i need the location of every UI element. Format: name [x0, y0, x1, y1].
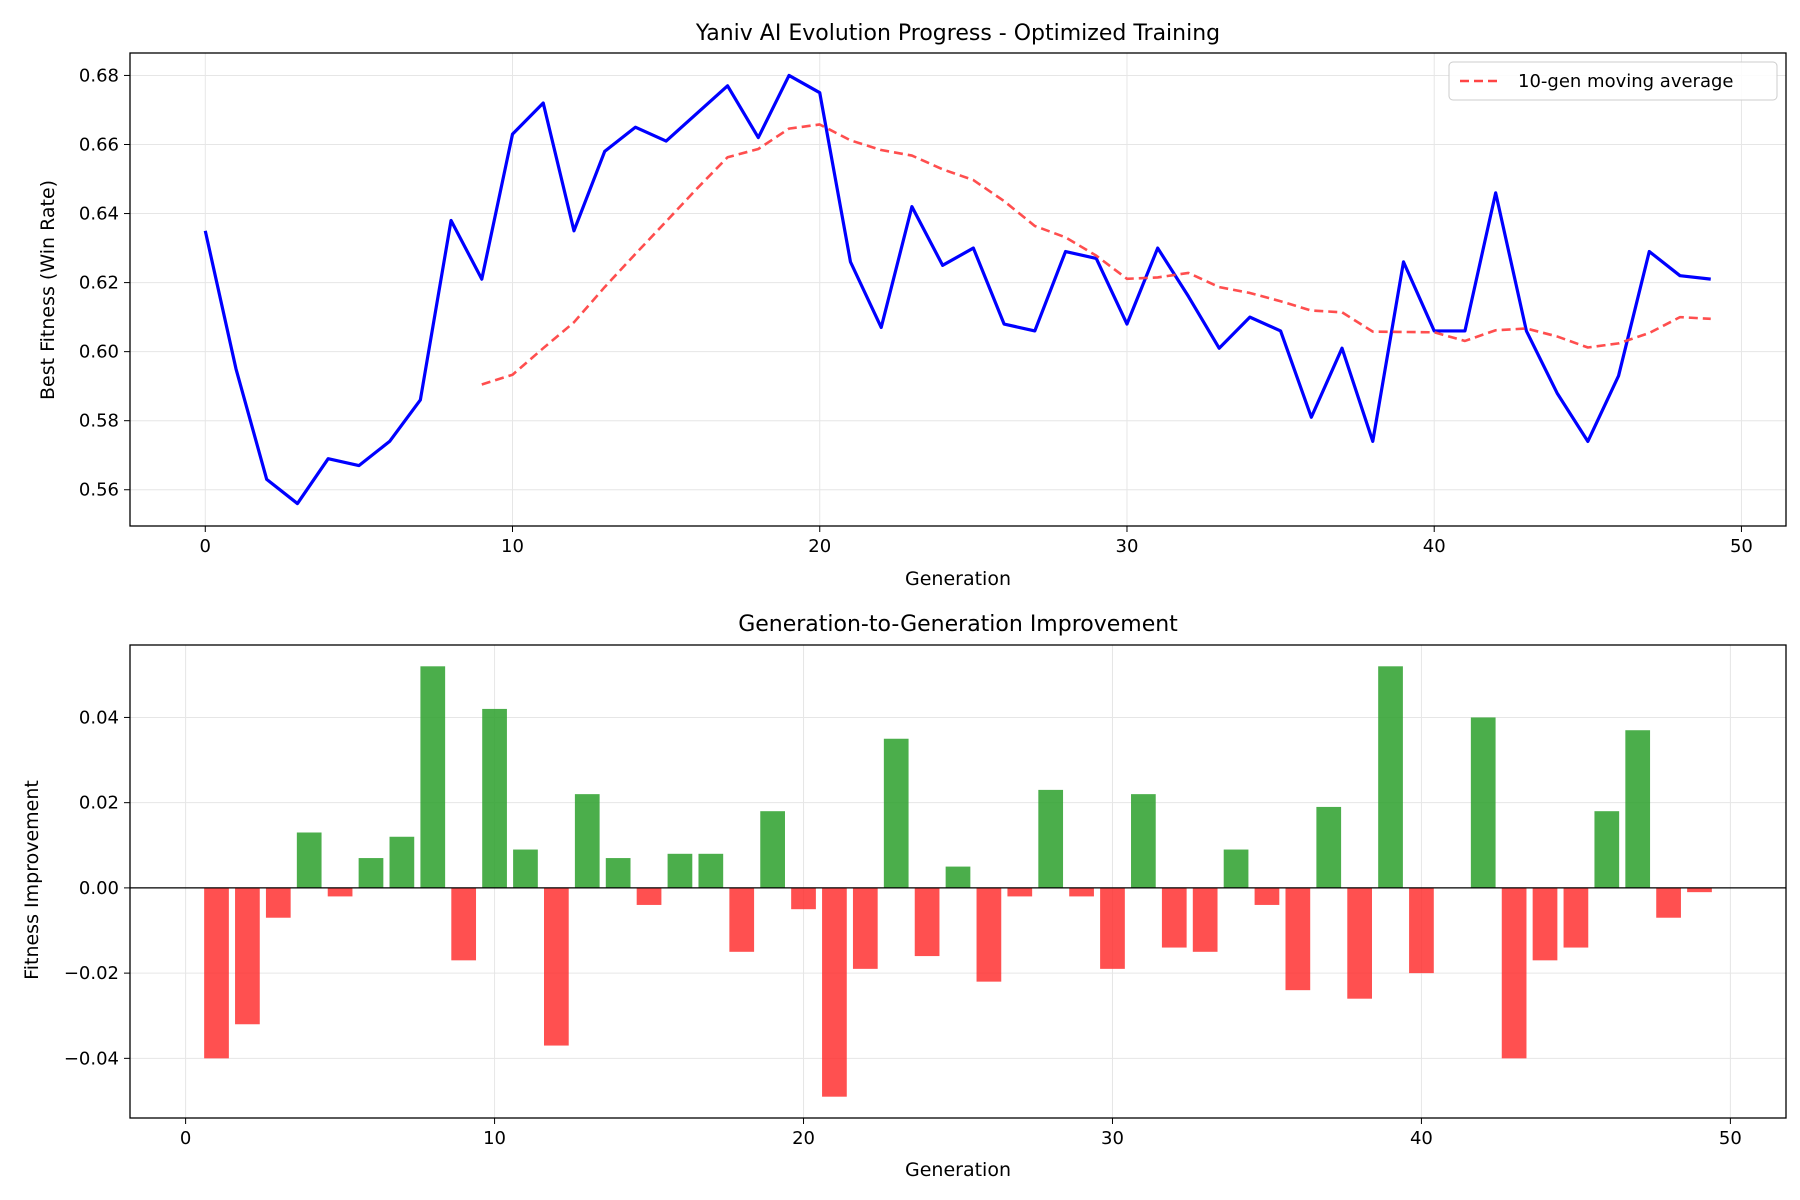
improvement-bar [1594, 811, 1620, 888]
chart0-ytick-label: 0.58 [79, 411, 119, 432]
chart0-xtick-label: 50 [1730, 536, 1753, 557]
improvement-bar [822, 887, 847, 1097]
bottom-chart-title: Generation-to-Generation Improvement [738, 612, 1178, 637]
chart1-xtick-label: 0 [180, 1128, 191, 1149]
chart0-xtick-label: 30 [1116, 536, 1139, 557]
improvement-bar [513, 849, 538, 888]
bottom-chart-ticks: 0 10 20 30 40 50 −0.04 −0.02 0.00 0.02 0.04 [64, 707, 1742, 1149]
improvement-bar [1285, 887, 1311, 991]
improvement-bar [420, 666, 446, 888]
chart1-xtick-label: 40 [1410, 1128, 1433, 1149]
improvement-bar [1625, 730, 1651, 888]
chart1-ytick-label: −0.02 [64, 963, 119, 984]
chart0-xtick-label: 40 [1423, 536, 1446, 557]
improvement-bar [605, 858, 631, 888]
chart0-ytick-label: 0.64 [79, 204, 119, 225]
improvement-bar [1007, 887, 1033, 897]
improvement-bar [327, 887, 353, 897]
chart1-ytick-label: 0.00 [79, 878, 119, 899]
fitness-line-chart: Yaniv AI Evolution Progress - Optimized … [37, 21, 1787, 590]
improvement-bar [1100, 887, 1125, 969]
improvement-bar [1378, 666, 1403, 888]
improvement-bar [1316, 806, 1342, 888]
improvement-bar [389, 836, 415, 888]
improvement-bar [698, 853, 724, 888]
top-chart-xlabel: Generation [905, 568, 1011, 590]
top-chart-ticks: 0 10 20 30 40 50 0.56 0.58 0.60 0.62 0.64 0.66 0.68 [79, 65, 1753, 557]
chart0-ytick-label: 0.66 [79, 134, 119, 155]
chart0-xtick-label: 20 [808, 536, 831, 557]
improvement-bar [883, 738, 909, 888]
improvement-bar [760, 811, 785, 888]
improvement-bar [636, 887, 662, 905]
chart1-xtick-label: 20 [792, 1128, 815, 1149]
improvement-bar [976, 887, 1002, 982]
chart1-ytick-label: −0.04 [64, 1048, 119, 1069]
improvement-bar [296, 832, 322, 888]
improvement-bar [1161, 887, 1187, 948]
improvement-bar [1687, 887, 1712, 893]
improvement-bar [544, 887, 569, 1046]
chart0-ytick-label: 0.62 [79, 273, 119, 294]
improvement-bar [852, 887, 878, 969]
improvement-bar [1563, 887, 1589, 948]
chart1-xtick-label: 30 [1101, 1128, 1124, 1149]
improvement-bar [1532, 887, 1558, 961]
improvement-bar [1347, 887, 1372, 999]
improvement-bar [574, 794, 600, 888]
top-chart-legend: 10-gen moving average [1448, 61, 1778, 101]
improvement-bar [1501, 887, 1527, 1059]
improvement-bar [1223, 849, 1249, 888]
improvement-bar [482, 708, 507, 888]
improvement-bar [204, 887, 229, 1059]
improvement-bar [914, 887, 940, 957]
improvement-bar [1254, 887, 1280, 905]
best-fitness-line [203, 73, 1711, 506]
improvement-bar [235, 887, 260, 1025]
improvement-bar [1131, 794, 1156, 888]
top-chart-grid [130, 53, 1786, 526]
bottom-chart-plot-area [130, 666, 1786, 1097]
improvement-bar [1470, 717, 1496, 888]
improvement-bar [265, 887, 291, 918]
improvement-bar [358, 858, 384, 888]
improvement-bar [1409, 887, 1434, 974]
improvement-bar [1656, 887, 1681, 918]
improvement-bar [451, 887, 477, 961]
top-chart-frame [129, 52, 1787, 527]
top-chart-ylabel: Best Fitness (Win Rate) [37, 180, 59, 400]
bottom-chart-xlabel: Generation [905, 1159, 1011, 1181]
chart0-ytick-label: 0.60 [79, 342, 119, 363]
chart0-ytick-label: 0.68 [79, 65, 119, 86]
chart1-xtick-label: 50 [1719, 1128, 1742, 1149]
improvement-bar [667, 853, 693, 888]
top-chart-plot-area [203, 73, 1711, 506]
improvement-bar-chart: Generation-to-Generation Improvement Gen… [21, 612, 1787, 1181]
chart1-ytick-label: 0.04 [79, 707, 119, 728]
improvement-bar [1038, 789, 1064, 888]
improvement-bar [791, 887, 816, 910]
bottom-chart-ylabel: Fitness Improvement [21, 780, 43, 980]
improvement-bar [729, 887, 755, 952]
moving-average-line [481, 123, 1711, 386]
legend-box [1448, 61, 1778, 101]
top-chart-title: Yaniv AI Evolution Progress - Optimized … [695, 21, 1220, 46]
improvement-bar [945, 866, 971, 888]
chart1-xtick-label: 10 [483, 1128, 506, 1149]
chart0-xtick-label: 0 [200, 536, 211, 557]
improvement-bar [1069, 887, 1094, 897]
improvement-bar [1192, 887, 1218, 952]
chart1-ytick-label: 0.02 [79, 793, 119, 814]
chart0-xtick-label: 10 [501, 536, 524, 557]
bottom-chart-frame [129, 644, 1787, 1119]
legend-label-moving-average: 10-gen moving average [1518, 71, 1733, 92]
chart0-ytick-label: 0.56 [79, 480, 119, 501]
